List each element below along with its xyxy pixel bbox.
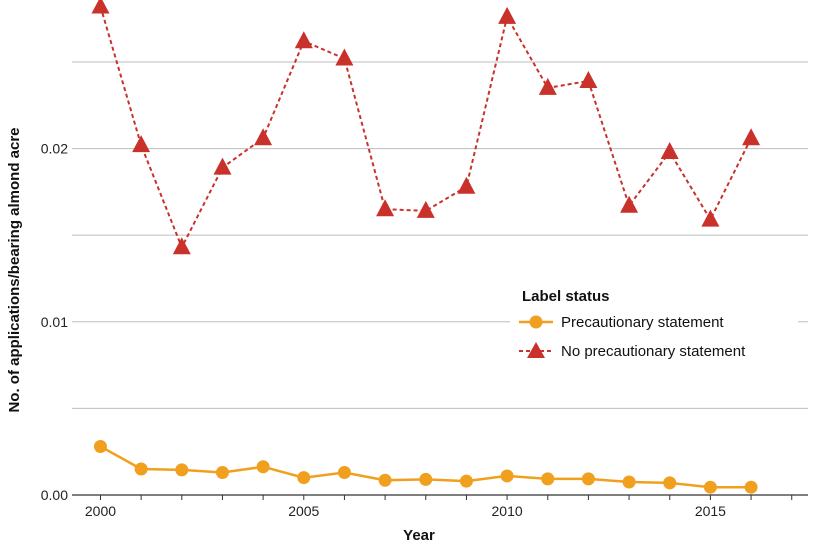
y-tick-label: 0.02 bbox=[41, 141, 68, 157]
data-point bbox=[579, 71, 598, 88]
x-tick-label: 2015 bbox=[695, 503, 726, 519]
x-tick-label: 2010 bbox=[492, 503, 523, 519]
y-axis-title: No. of applications/bearing almond acre bbox=[6, 127, 23, 412]
x-axis-title: Year bbox=[403, 527, 435, 544]
series-layer bbox=[91, 0, 761, 494]
legend-background bbox=[510, 278, 798, 368]
data-point bbox=[297, 471, 311, 485]
data-point bbox=[581, 472, 595, 486]
data-point bbox=[337, 465, 351, 479]
data-point bbox=[254, 128, 273, 146]
data-point bbox=[538, 77, 557, 95]
data-point bbox=[541, 472, 555, 486]
data-point bbox=[213, 157, 232, 175]
data-point bbox=[703, 480, 717, 494]
data-point bbox=[215, 465, 229, 479]
series-no-precautionary bbox=[91, 0, 761, 255]
data-point bbox=[742, 128, 761, 146]
y-axis: 0.00 0.01 0.02 bbox=[41, 141, 68, 503]
data-point bbox=[294, 31, 313, 49]
data-point bbox=[172, 237, 191, 255]
legend-title: Label status bbox=[522, 288, 610, 305]
data-point bbox=[660, 142, 679, 159]
data-point bbox=[376, 199, 395, 217]
data-point bbox=[498, 6, 517, 24]
data-point bbox=[175, 463, 189, 477]
data-point bbox=[701, 209, 720, 227]
x-tick-label: 2000 bbox=[85, 503, 116, 519]
data-point bbox=[457, 176, 476, 194]
x-axis: 2000 2005 2010 2015 bbox=[72, 494, 808, 519]
data-point bbox=[744, 480, 758, 494]
data-point bbox=[335, 48, 354, 66]
legend-label-precautionary: Precautionary statement bbox=[561, 314, 724, 331]
data-point bbox=[132, 135, 151, 153]
data-point bbox=[419, 472, 433, 486]
data-point bbox=[459, 474, 473, 488]
legend-label-no-precautionary: No precautionary statement bbox=[561, 343, 746, 360]
data-point bbox=[91, 0, 110, 14]
x-tick-label: 2005 bbox=[288, 503, 319, 519]
data-point bbox=[622, 475, 636, 489]
series-precautionary bbox=[93, 440, 758, 494]
y-tick-label: 0.01 bbox=[41, 314, 68, 330]
legend: Label status Precautionary statement No … bbox=[510, 278, 798, 368]
legend-marker-no-precautionary bbox=[527, 342, 545, 358]
data-point bbox=[416, 200, 435, 218]
data-point bbox=[663, 476, 677, 490]
data-point bbox=[378, 473, 392, 487]
data-point bbox=[500, 469, 514, 483]
data-point bbox=[93, 440, 107, 453]
data-point bbox=[256, 460, 270, 474]
data-point bbox=[134, 462, 148, 476]
y-tick-label: 0.00 bbox=[41, 487, 68, 503]
legend-marker-precautionary bbox=[529, 315, 543, 329]
data-point bbox=[620, 195, 639, 213]
